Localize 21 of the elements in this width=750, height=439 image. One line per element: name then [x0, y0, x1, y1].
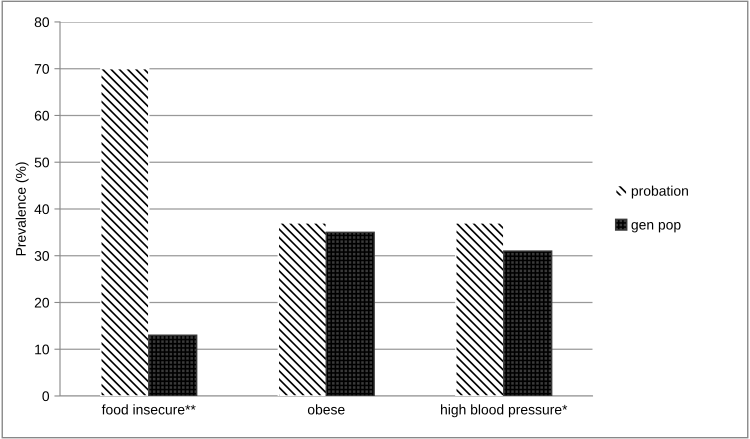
- y-tick-label: 0: [42, 391, 50, 402]
- y-tick-label: 50: [34, 158, 50, 168]
- bar: [503, 250, 552, 396]
- y-tick-label: 70: [34, 64, 50, 74]
- y-tick-label: 30: [34, 251, 50, 261]
- legend-label: probation: [632, 186, 688, 199]
- y-tick-label: 10: [35, 344, 50, 354]
- y-tick-label: 20: [34, 298, 50, 308]
- y-tick-label: 80: [34, 17, 50, 28]
- bar: [148, 334, 198, 396]
- bar: [326, 232, 375, 396]
- x-tick-label: obese: [308, 404, 345, 415]
- x-tick-label: high blood pressure*: [441, 404, 568, 418]
- bar: [278, 222, 327, 396]
- x-tick-label: food insecure**: [102, 404, 196, 415]
- y-tick-label: 60: [34, 110, 50, 121]
- y-axis-title: Prevalence (%): [16, 162, 29, 256]
- y-tick-label: 40: [34, 204, 50, 214]
- legend-label: gen pop: [632, 222, 681, 232]
- bar: [100, 68, 150, 396]
- bar: [455, 222, 504, 396]
